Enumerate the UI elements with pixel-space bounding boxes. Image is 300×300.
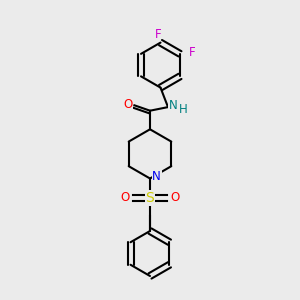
Text: O: O <box>121 191 130 204</box>
Text: O: O <box>170 191 179 204</box>
Text: S: S <box>146 191 154 205</box>
Text: N: N <box>152 170 161 184</box>
Text: O: O <box>123 98 132 111</box>
Text: F: F <box>189 46 195 59</box>
Text: N: N <box>169 99 178 112</box>
Text: H: H <box>179 103 188 116</box>
Text: F: F <box>155 28 161 41</box>
